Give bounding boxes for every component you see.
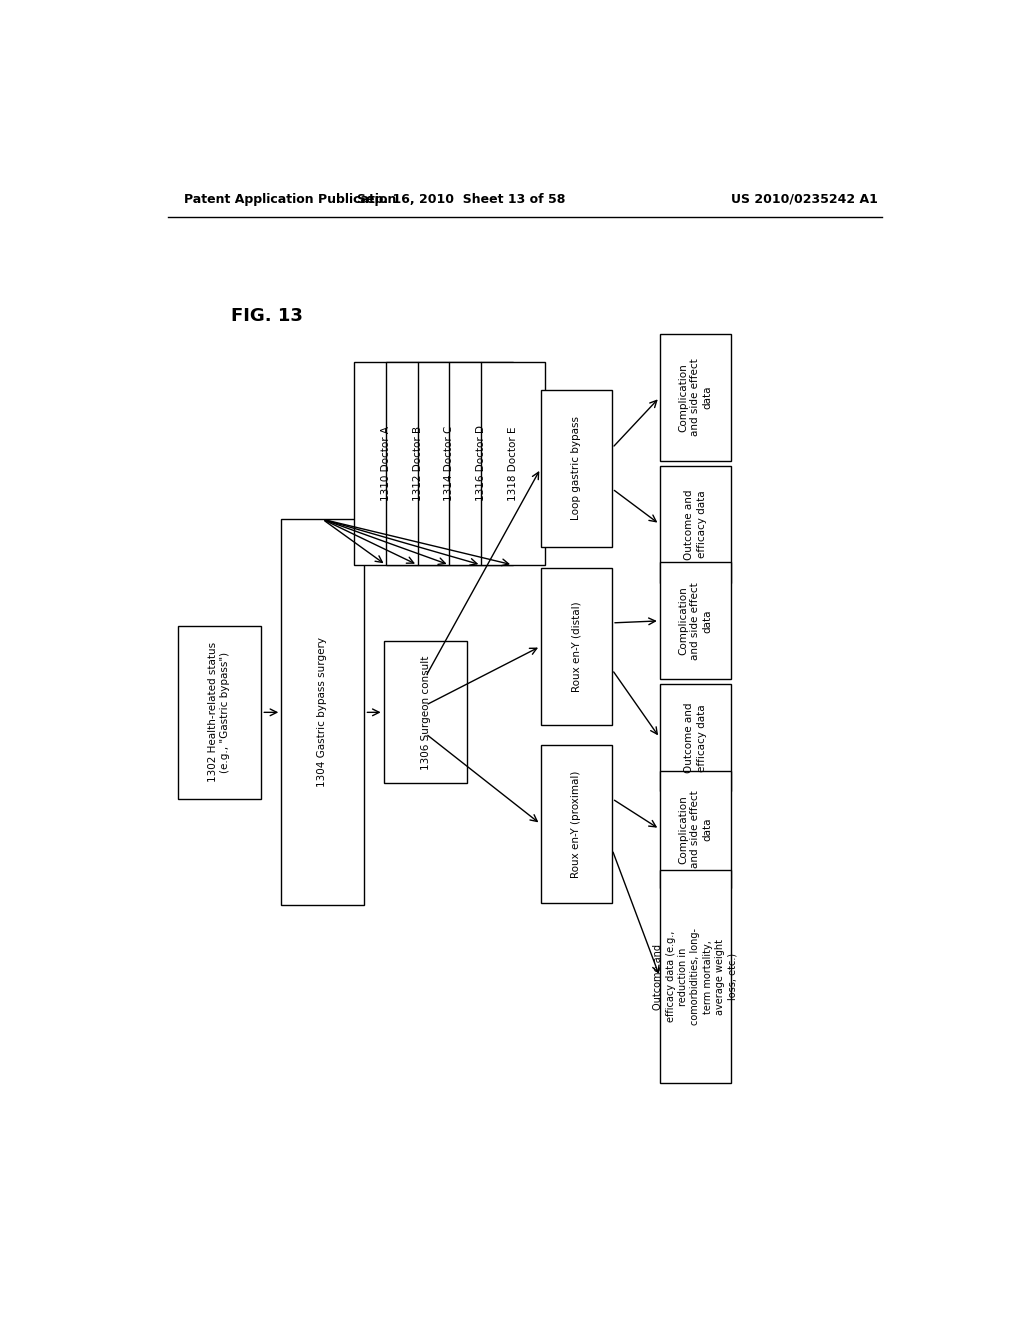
Bar: [481, 362, 545, 565]
Bar: [659, 870, 731, 1084]
Text: FIG. 13: FIG. 13: [231, 308, 303, 325]
Text: Outcome and
efficacy data: Outcome and efficacy data: [684, 488, 707, 560]
Bar: [659, 684, 731, 791]
Text: 1306 Surgeon consult: 1306 Surgeon consult: [421, 655, 431, 770]
Bar: [384, 642, 467, 784]
Text: Roux en-Y (proximal): Roux en-Y (proximal): [571, 771, 582, 878]
Bar: [659, 466, 731, 582]
Text: 1310 Doctor A: 1310 Doctor A: [381, 426, 391, 500]
Text: Complication
and side effect
data: Complication and side effect data: [678, 791, 713, 869]
Bar: [541, 389, 612, 548]
Bar: [541, 568, 612, 725]
Text: 1312 Doctor B: 1312 Doctor B: [413, 426, 423, 500]
Bar: [450, 362, 513, 565]
Text: Outcome and
efficacy data (e.g.,
reduction in
comorbidities, long-
term mortalit: Outcome and efficacy data (e.g., reducti…: [653, 928, 737, 1026]
Bar: [541, 746, 612, 903]
Text: US 2010/0235242 A1: US 2010/0235242 A1: [731, 193, 878, 206]
Text: Complication
and side effect
data: Complication and side effect data: [678, 358, 713, 436]
Text: Outcome and
efficacy data: Outcome and efficacy data: [684, 702, 707, 774]
Bar: [354, 362, 418, 565]
Text: Loop gastric bypass: Loop gastric bypass: [571, 416, 582, 520]
Text: Patent Application Publication: Patent Application Publication: [183, 193, 396, 206]
Bar: [386, 362, 450, 565]
Text: Sep. 16, 2010  Sheet 13 of 58: Sep. 16, 2010 Sheet 13 of 58: [357, 193, 565, 206]
Bar: [659, 562, 731, 680]
Bar: [281, 519, 365, 906]
Bar: [659, 334, 731, 461]
Text: Complication
and side effect
data: Complication and side effect data: [678, 582, 713, 660]
Text: 1304 Gastric bypass surgery: 1304 Gastric bypass surgery: [317, 638, 328, 787]
Text: Roux en-Y (distal): Roux en-Y (distal): [571, 601, 582, 692]
Bar: [418, 362, 481, 565]
Text: 1318 Doctor E: 1318 Doctor E: [508, 426, 518, 500]
Bar: [177, 626, 261, 799]
Text: 1314 Doctor C: 1314 Doctor C: [444, 425, 455, 502]
Text: 1316 Doctor D: 1316 Doctor D: [476, 425, 486, 502]
Bar: [659, 771, 731, 887]
Text: 1302 Health-related status
(e.g., "Gastric bypass"): 1302 Health-related status (e.g., "Gastr…: [208, 643, 230, 783]
